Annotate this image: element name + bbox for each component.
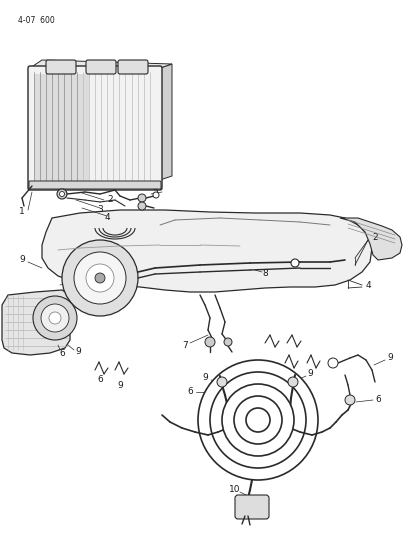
Text: 4-07  600: 4-07 600 xyxy=(18,16,55,25)
Circle shape xyxy=(95,273,105,283)
Polygon shape xyxy=(339,218,401,260)
Text: 9: 9 xyxy=(117,381,123,390)
Circle shape xyxy=(245,408,270,432)
FancyBboxPatch shape xyxy=(118,60,148,74)
Circle shape xyxy=(327,358,337,368)
Text: 1: 1 xyxy=(19,207,25,216)
Circle shape xyxy=(287,377,297,387)
Circle shape xyxy=(41,304,69,332)
FancyBboxPatch shape xyxy=(234,495,268,519)
Text: 8: 8 xyxy=(261,269,267,278)
Text: 6: 6 xyxy=(97,376,103,384)
Circle shape xyxy=(209,372,305,468)
Circle shape xyxy=(344,395,354,405)
Circle shape xyxy=(198,360,317,480)
Circle shape xyxy=(153,192,159,198)
FancyBboxPatch shape xyxy=(34,74,89,182)
Polygon shape xyxy=(2,290,70,355)
Circle shape xyxy=(290,259,298,267)
Text: 6: 6 xyxy=(187,387,192,397)
Text: 9: 9 xyxy=(19,255,25,264)
Text: 10: 10 xyxy=(229,486,240,495)
Text: 9: 9 xyxy=(75,348,81,357)
Text: 9: 9 xyxy=(202,374,207,383)
Circle shape xyxy=(138,194,146,202)
FancyBboxPatch shape xyxy=(28,66,162,190)
FancyBboxPatch shape xyxy=(29,181,161,189)
Circle shape xyxy=(223,338,231,346)
Polygon shape xyxy=(30,60,172,68)
Circle shape xyxy=(221,384,293,456)
Circle shape xyxy=(138,202,146,210)
Text: 2: 2 xyxy=(371,232,377,241)
Circle shape xyxy=(33,296,77,340)
FancyBboxPatch shape xyxy=(86,60,116,74)
Text: 6: 6 xyxy=(72,278,78,287)
Text: 9: 9 xyxy=(386,353,392,362)
Circle shape xyxy=(74,252,126,304)
Circle shape xyxy=(204,337,214,347)
Polygon shape xyxy=(42,210,371,292)
Text: 5: 5 xyxy=(152,188,157,197)
Circle shape xyxy=(216,377,227,387)
Text: 6: 6 xyxy=(59,349,65,358)
Circle shape xyxy=(57,189,67,199)
Text: 2: 2 xyxy=(107,196,112,205)
Circle shape xyxy=(234,396,281,444)
Text: 4: 4 xyxy=(364,280,370,289)
Text: 3: 3 xyxy=(97,206,103,214)
Circle shape xyxy=(62,240,138,316)
Text: 9: 9 xyxy=(306,368,312,377)
Circle shape xyxy=(59,191,64,197)
Text: 4: 4 xyxy=(104,214,110,222)
Circle shape xyxy=(49,312,61,324)
Polygon shape xyxy=(160,64,172,180)
Text: 7: 7 xyxy=(182,341,187,350)
Circle shape xyxy=(86,264,114,292)
Text: 6: 6 xyxy=(374,395,380,405)
FancyBboxPatch shape xyxy=(46,60,76,74)
